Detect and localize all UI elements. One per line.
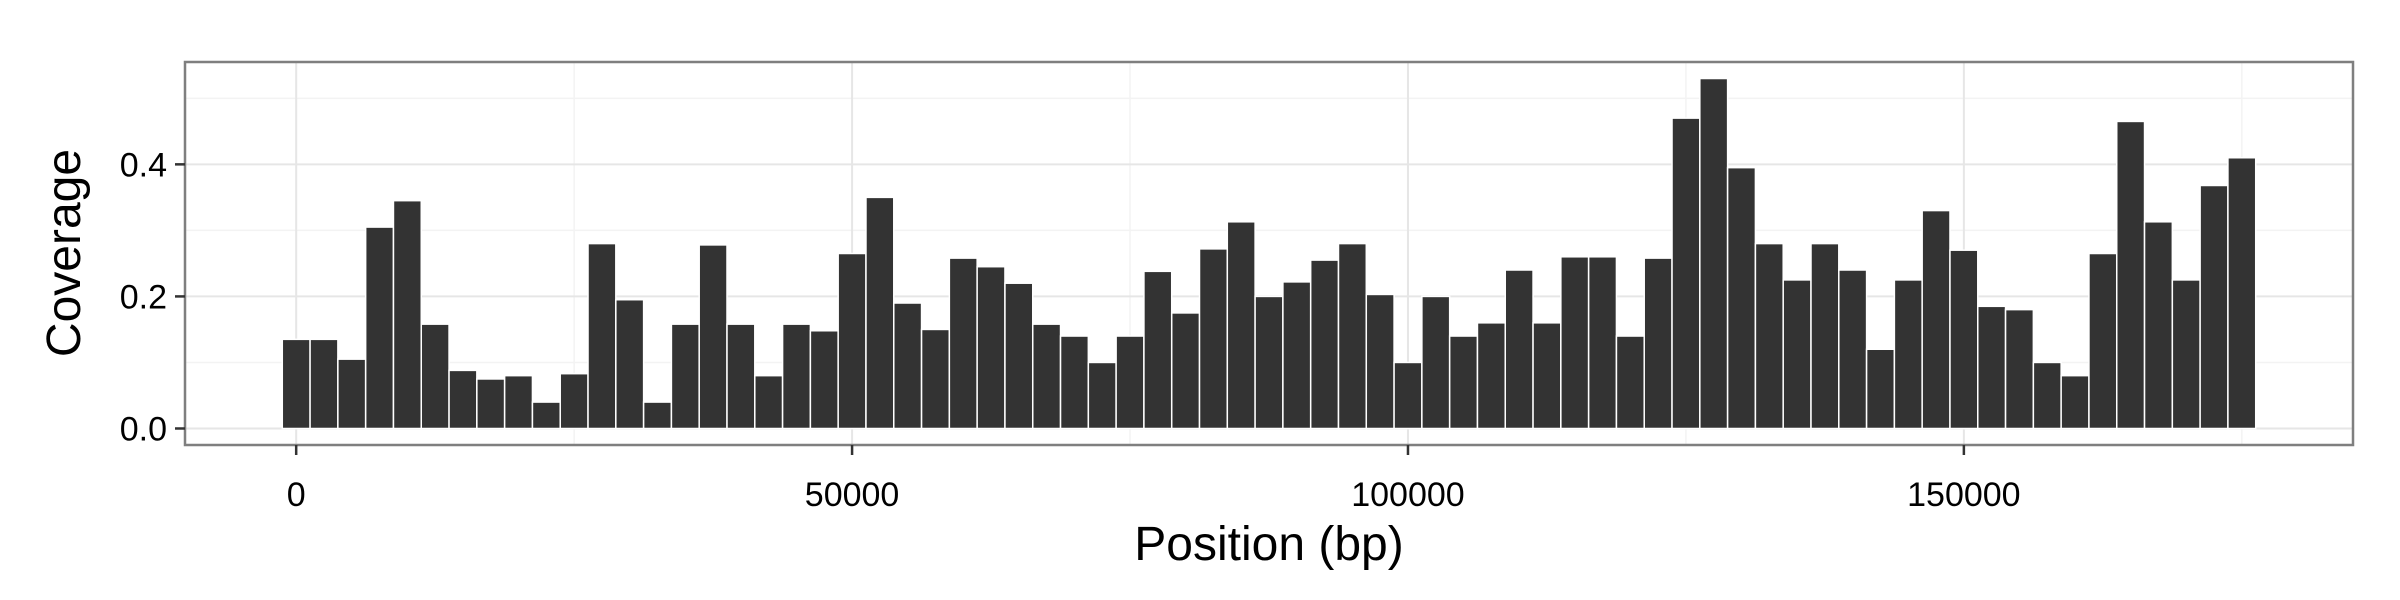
- bar: [1115, 335, 1145, 430]
- bar: [1031, 323, 1062, 430]
- bar: [837, 252, 867, 430]
- bar: [392, 199, 423, 430]
- bar: [2060, 374, 2090, 430]
- bar: [1087, 361, 1117, 430]
- y-axis-title: Coverage: [38, 149, 91, 357]
- bar: [1587, 256, 1618, 430]
- bar: [1643, 257, 1673, 430]
- bar: [726, 323, 756, 430]
- bar: [1170, 312, 1201, 430]
- bar: [309, 338, 339, 430]
- bar: [809, 330, 839, 430]
- bar: [1893, 279, 1923, 430]
- bar: [1949, 249, 1979, 430]
- bar: [364, 226, 395, 430]
- bar: [1504, 269, 1534, 430]
- bar: [2227, 157, 2257, 430]
- bar: [1198, 248, 1229, 430]
- bar: [1476, 322, 1507, 430]
- bar: [1921, 209, 1951, 430]
- bar: [420, 323, 450, 430]
- bar: [1699, 77, 1729, 430]
- bar: [2115, 120, 2146, 430]
- bar: [1143, 270, 1173, 430]
- x-tick-label: 150000: [1907, 476, 2020, 514]
- bar: [1615, 335, 1645, 430]
- bar: [1393, 361, 1423, 430]
- bar: [1726, 166, 1757, 430]
- bar: [2171, 279, 2201, 430]
- bars: [281, 77, 2257, 430]
- plot-border: [183, 60, 2355, 447]
- bar: [281, 338, 311, 430]
- bar: [503, 374, 534, 430]
- bar: [1059, 335, 1090, 430]
- bar: [1421, 295, 1451, 430]
- bar: [559, 372, 589, 430]
- x-tick-label: 100000: [1351, 476, 1464, 514]
- bar: [1671, 117, 1701, 430]
- bar: [781, 323, 812, 430]
- x-tick-label: 50000: [805, 476, 900, 514]
- bar: [476, 378, 506, 430]
- bar: [1782, 279, 1812, 430]
- bar: [1838, 269, 1868, 430]
- bar: [948, 257, 978, 430]
- bar: [976, 265, 1006, 430]
- bar: [2032, 361, 2062, 430]
- bar: [642, 401, 673, 430]
- bar: [1532, 322, 1562, 430]
- bar: [531, 401, 561, 430]
- bar: [2004, 308, 2035, 430]
- bar: [1004, 282, 1034, 430]
- bar: [1560, 256, 1590, 430]
- bar: [1226, 221, 1256, 430]
- bar: [587, 242, 617, 430]
- y-tick-label: 0.0: [120, 410, 167, 448]
- bar: [1448, 335, 1479, 430]
- bar: [754, 374, 784, 430]
- bar: [1977, 305, 2007, 430]
- bar: [1254, 295, 1284, 430]
- bar: [448, 369, 478, 430]
- y-tick-label: 0.2: [120, 278, 167, 316]
- bar: [2143, 221, 2174, 430]
- axis-ticks: [175, 163, 1966, 455]
- bar: [1365, 293, 1395, 430]
- x-axis-title: Position (bp): [1134, 518, 1403, 571]
- bar: [2088, 252, 2118, 430]
- bar: [698, 244, 728, 430]
- bar: [1865, 348, 1896, 430]
- bar: [1309, 259, 1340, 430]
- bar: [1337, 242, 1368, 430]
- bar: [2199, 184, 2229, 430]
- x-tick-label: 0: [287, 476, 306, 514]
- bar: [1282, 281, 1312, 430]
- bar: [1754, 242, 1784, 430]
- bar: [337, 358, 367, 430]
- bar: [1810, 242, 1840, 430]
- bar: [893, 302, 923, 430]
- bar: [670, 323, 700, 430]
- tick-labels: 0 50000 100000 150000 0.0 0.2 0.4: [120, 146, 2021, 514]
- bar: [920, 328, 951, 430]
- y-tick-label: 0.4: [120, 146, 167, 184]
- bar: [865, 196, 895, 430]
- bar: [615, 298, 645, 430]
